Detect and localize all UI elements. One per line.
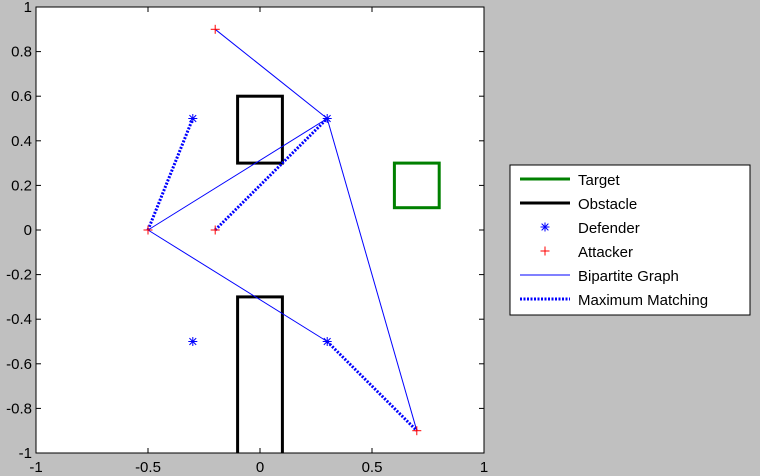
plot-area [36, 7, 484, 453]
bipartite-edge [214, 28, 328, 119]
x-tick-label: -1 [29, 459, 42, 476]
matching-edge [214, 117, 329, 232]
y-tick-label: 0.8 [11, 44, 32, 61]
bipartite-edge [326, 118, 418, 431]
legend: Target Obstacle Defender Attacker Bipartite … [509, 164, 751, 316]
y-tick-label: 0.2 [11, 177, 32, 194]
x-tick-label: 1 [480, 459, 488, 476]
legend-target-label: Target [578, 172, 621, 189]
legend-bipartite-graph-label: Bipartite Graph [578, 268, 679, 285]
x-tick-label: -0.5 [135, 459, 161, 476]
matching-edge [326, 340, 418, 432]
defender-point [322, 337, 332, 346]
legend-attacker-swatch [540, 246, 550, 256]
legend-defender-label: Defender [578, 220, 640, 237]
legend-box [509, 164, 751, 316]
defender-point [188, 337, 198, 346]
obstacle-rect [236, 94, 284, 165]
obstacle-rect [236, 295, 284, 453]
legend-defender-swatch [540, 222, 550, 232]
y-tick-label: -0.8 [6, 400, 32, 417]
plot-content [143, 24, 441, 453]
attacker-point [210, 24, 220, 34]
x-tick-label: 0.5 [362, 459, 383, 476]
y-tick-label: -0.4 [6, 311, 32, 328]
legend-attacker-label: Attacker [578, 244, 633, 261]
attacker-point [412, 426, 422, 436]
legend-obstacle-label: Obstacle [578, 196, 637, 213]
y-tick-label: 0 [24, 222, 32, 239]
bipartite-edge [147, 118, 328, 231]
y-tick-label: 0.4 [11, 133, 32, 150]
attacker-point [210, 225, 220, 235]
legend-maximum-matching-label: Maximum Matching [578, 292, 708, 309]
y-tick-label: 0.6 [11, 88, 32, 105]
attacker-point [143, 225, 153, 235]
defender-point [188, 114, 198, 123]
axes-ticks: -1 -0.5 0 0.5 1 1 0.8 0.6 0.4 0.2 0 -0.2 -0.4 -0.6 -0.… [6, 0, 488, 476]
target-square [392, 161, 441, 210]
y-tick-label: 1 [24, 0, 32, 16]
x-tick-label: 0 [256, 459, 264, 476]
matching-edge [146, 117, 195, 231]
bipartite-edge [147, 229, 328, 342]
y-tick-label: -0.2 [6, 267, 32, 284]
y-tick-label: -0.6 [6, 356, 32, 373]
y-tick-label: -1 [19, 445, 32, 462]
defender-point [322, 114, 332, 123]
